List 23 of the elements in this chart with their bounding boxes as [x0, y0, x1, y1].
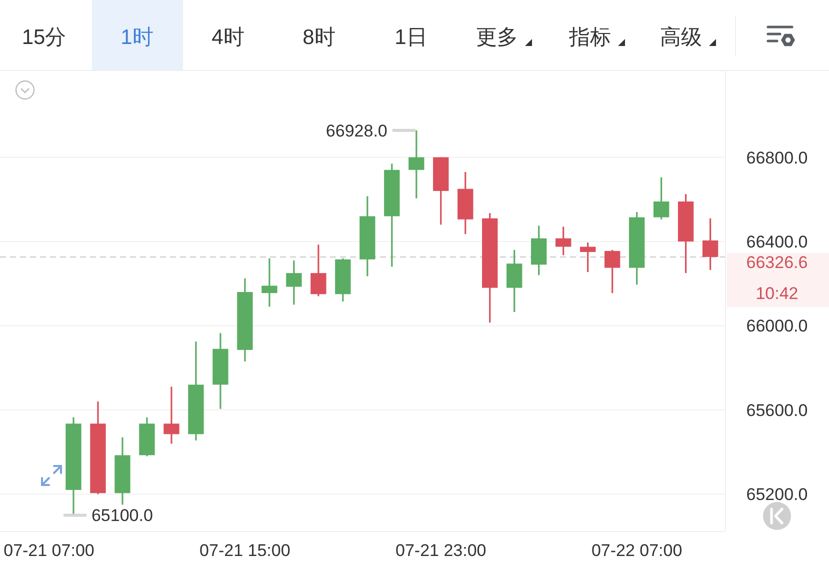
- y-tick-label: 66400.0: [746, 232, 808, 252]
- x-tick-label: 07-22 07:00: [591, 541, 682, 560]
- text: 15分: [22, 26, 66, 49]
- text: 10:42: [756, 284, 798, 303]
- text: 更多: [476, 26, 518, 49]
- x-tick-label: 07-21 15:00: [200, 541, 290, 560]
- text: 1时: [120, 26, 154, 49]
- y-tick-label: 65200.0: [746, 485, 808, 504]
- ref-line-label: 66326.6: [746, 252, 808, 272]
- y-tick-label: 66800.0: [746, 148, 808, 168]
- x-tick-label: 07-21 23:00: [396, 541, 486, 560]
- annotation: 66928.0: [326, 121, 388, 140]
- annotation: 66928.0: [326, 121, 416, 140]
- text: 4时: [212, 26, 244, 49]
- text: 8时: [302, 26, 336, 49]
- y-tick-label: 65600.0: [746, 400, 808, 420]
- text: 指标: [568, 26, 611, 49]
- text: 高级: [660, 26, 702, 49]
- text: 1日: [394, 26, 428, 49]
- annotation: 65100.0: [63, 506, 153, 526]
- x-tick-label: 07-21 07:00: [4, 541, 94, 560]
- annotation: 65100.0: [91, 506, 153, 526]
- y-tick-label: 66000.0: [746, 316, 808, 336]
